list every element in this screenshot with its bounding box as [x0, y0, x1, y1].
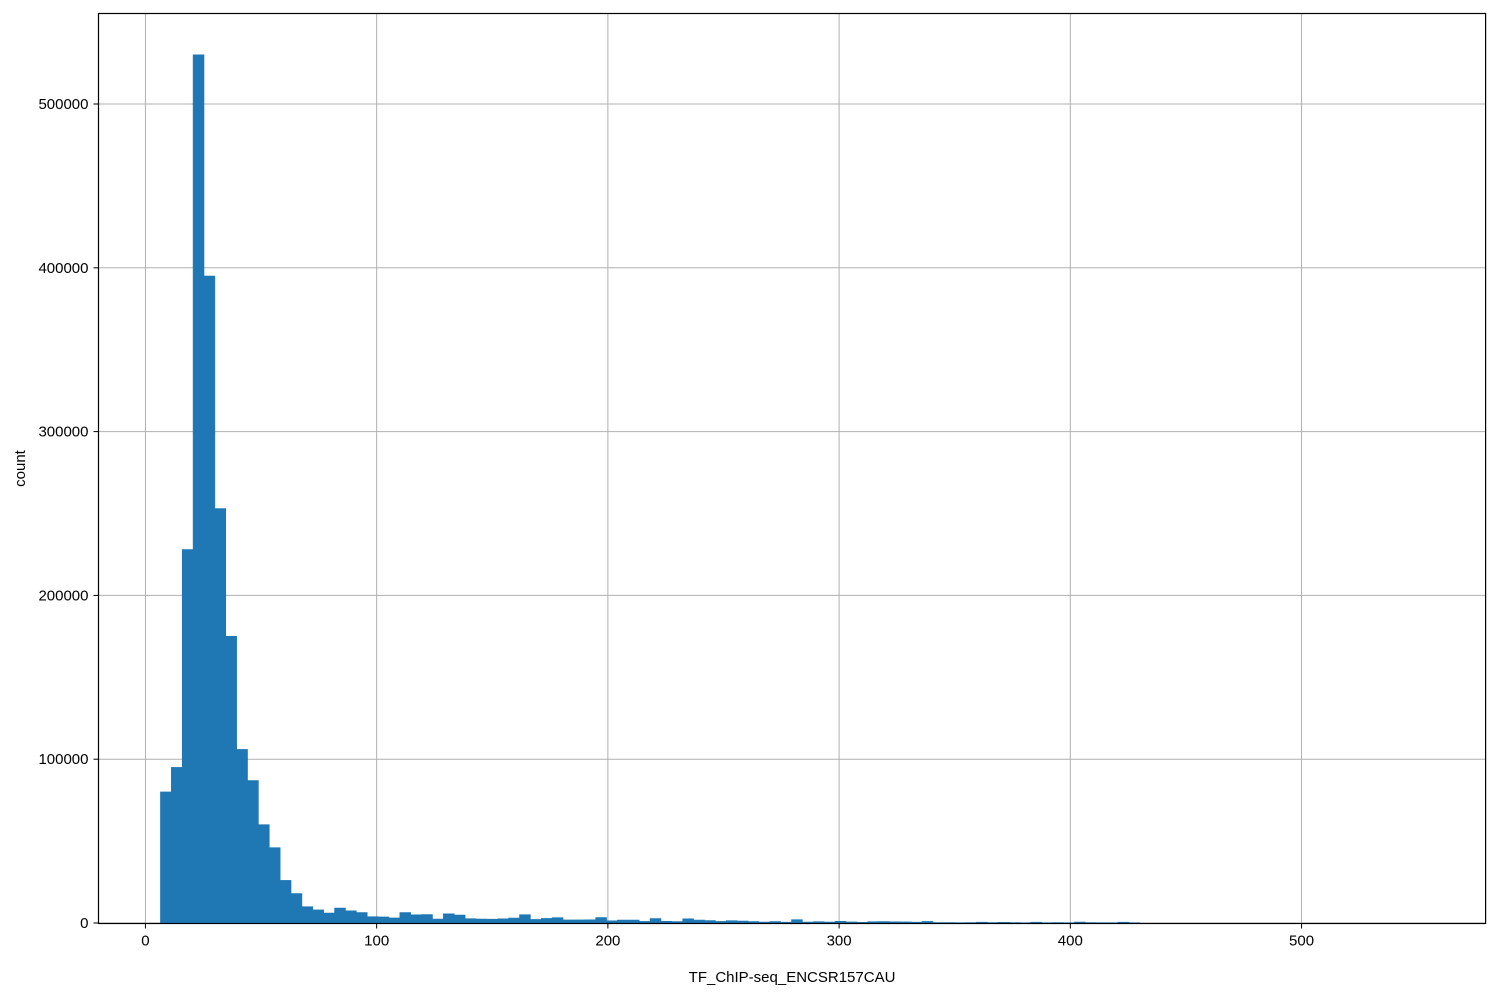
svg-text:300: 300 [827, 933, 852, 950]
svg-text:100: 100 [364, 933, 389, 950]
svg-text:300000: 300000 [38, 424, 88, 441]
svg-text:TF_ChIP-seq_ENCSR157CAU: TF_ChIP-seq_ENCSR157CAU [689, 969, 896, 986]
svg-text:400: 400 [1058, 933, 1083, 950]
svg-text:count: count [12, 449, 29, 487]
svg-text:500000: 500000 [38, 96, 88, 113]
svg-text:400000: 400000 [38, 260, 88, 277]
svg-text:0: 0 [141, 933, 149, 950]
svg-text:500: 500 [1289, 933, 1314, 950]
svg-text:200000: 200000 [38, 587, 88, 604]
svg-text:100000: 100000 [38, 751, 88, 768]
svg-text:0: 0 [80, 915, 88, 932]
svg-text:200: 200 [595, 933, 620, 950]
